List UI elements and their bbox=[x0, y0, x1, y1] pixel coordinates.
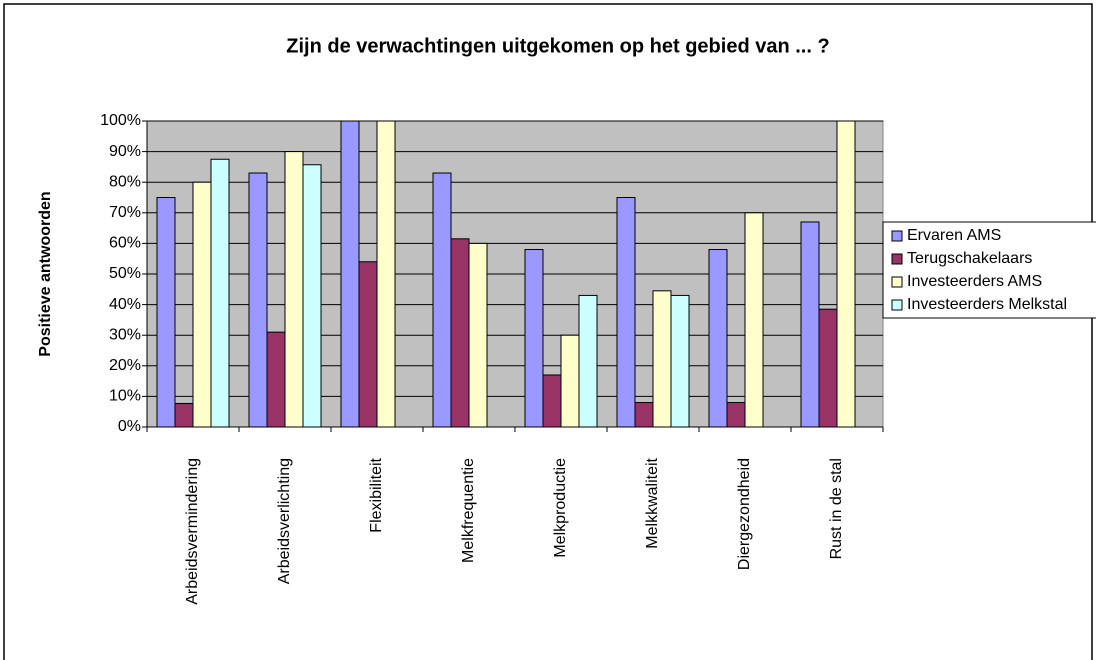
y-tick-label: 30% bbox=[109, 326, 141, 343]
x-tick-label: Diergezondheid bbox=[736, 458, 753, 570]
legend-swatch bbox=[891, 253, 903, 265]
x-tick-label: Flexibiliteit bbox=[368, 457, 385, 532]
legend-label: Investeerders AMS bbox=[907, 273, 1042, 290]
bar bbox=[192, 181, 212, 428]
bar bbox=[524, 249, 544, 428]
bar bbox=[670, 294, 690, 428]
y-tick-label: 100% bbox=[100, 112, 141, 129]
bar bbox=[432, 172, 452, 428]
bar bbox=[358, 261, 378, 428]
bar bbox=[284, 151, 304, 428]
bar bbox=[210, 158, 230, 428]
bar bbox=[266, 331, 286, 428]
y-tick-label: 70% bbox=[109, 204, 141, 221]
legend-swatch bbox=[891, 276, 903, 288]
legend-label: Investeerders Melkstal bbox=[907, 296, 1067, 313]
y-tick-label: 10% bbox=[109, 388, 141, 405]
y-tick-label: 0% bbox=[118, 418, 141, 435]
x-tick-label: Melkproductie bbox=[552, 458, 569, 558]
bar bbox=[818, 308, 838, 428]
y-tick-label: 40% bbox=[109, 296, 141, 313]
bar bbox=[634, 402, 654, 428]
y-axis-label: Positieve antwoorden bbox=[37, 191, 54, 356]
bar bbox=[652, 290, 672, 428]
bar bbox=[376, 120, 396, 428]
bar bbox=[340, 120, 360, 428]
bar bbox=[578, 294, 598, 428]
bar bbox=[542, 374, 562, 428]
y-tick-label: 20% bbox=[109, 357, 141, 374]
legend-label: Ervaren AMS bbox=[907, 227, 1001, 244]
x-tick-label: Arbeidsvermindering bbox=[184, 458, 201, 605]
y-tick-label: 50% bbox=[109, 265, 141, 282]
bar bbox=[560, 334, 580, 428]
y-tick-label: 60% bbox=[109, 235, 141, 252]
bar bbox=[302, 164, 322, 428]
bar bbox=[836, 120, 856, 428]
x-tick-label: Melkfrequentie bbox=[460, 458, 477, 563]
legend-swatch bbox=[891, 230, 903, 242]
chart-border bbox=[3, 3, 1093, 660]
chart-title: Zijn de verwachtingen uitgekomen op het … bbox=[286, 35, 829, 57]
y-tick-label: 80% bbox=[109, 173, 141, 190]
bar bbox=[156, 197, 176, 428]
x-tick-label: Melkkwaliteit bbox=[644, 457, 661, 548]
y-tick-label: 90% bbox=[109, 143, 141, 160]
bar bbox=[450, 238, 470, 428]
bar bbox=[726, 402, 746, 428]
bar bbox=[616, 197, 636, 428]
legend-swatch bbox=[891, 299, 903, 311]
bar bbox=[800, 221, 820, 428]
bar bbox=[248, 172, 268, 428]
legend-label: Terugschakelaars bbox=[907, 250, 1032, 267]
bar bbox=[744, 212, 764, 428]
bar bbox=[468, 242, 488, 428]
x-tick-label: Arbeidsverlichting bbox=[276, 458, 293, 584]
bar bbox=[708, 249, 728, 428]
bar bbox=[174, 402, 194, 428]
x-tick-label: Rust in de stal bbox=[828, 458, 845, 559]
legend-box bbox=[882, 221, 1096, 319]
